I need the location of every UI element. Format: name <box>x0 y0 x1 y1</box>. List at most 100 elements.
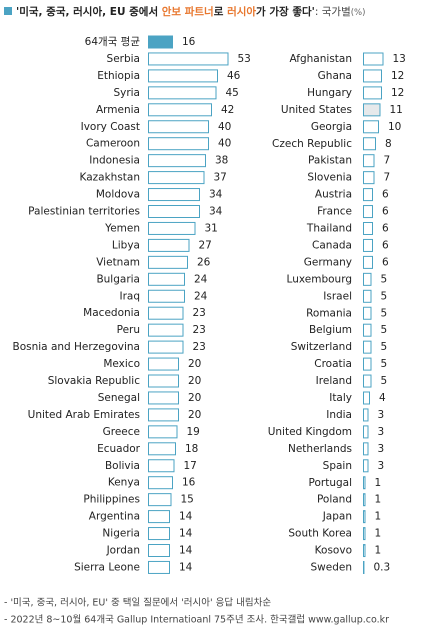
title-part: (%) <box>351 8 366 18</box>
bar <box>148 255 188 269</box>
bar <box>363 459 369 473</box>
value-label: 46 <box>227 70 241 82</box>
category-label: Czech Republic <box>272 138 352 150</box>
value-label: 5 <box>381 375 388 387</box>
bar <box>363 306 372 320</box>
category-label: Peru <box>117 324 140 336</box>
category-label: Nigeria <box>102 528 140 540</box>
category-label: Bulgaria <box>96 273 140 285</box>
category-label: Ivory Coast <box>81 121 140 133</box>
category-label: Germany <box>304 256 352 268</box>
category-label: Canada <box>312 239 352 251</box>
value-label: 42 <box>221 104 234 116</box>
bar <box>148 560 170 574</box>
value-label: 1 <box>375 528 382 540</box>
category-label: Thailand <box>306 223 352 235</box>
title-part: '미국, 중국, 러시아, EU 중에서 <box>16 5 162 18</box>
category-label: Libya <box>112 239 140 251</box>
value-label: 23 <box>193 307 206 319</box>
bar <box>363 222 373 235</box>
category-label: United Kingdom <box>268 426 352 438</box>
category-label: Bosnia and Herzegovina <box>13 341 141 353</box>
category-label: Palestinian territories <box>28 206 140 218</box>
value-label: 4 <box>379 392 386 404</box>
category-label: Philippines <box>83 494 140 506</box>
value-label: 40 <box>218 121 231 133</box>
category-label: Hungary <box>307 87 352 99</box>
category-label: Ghana <box>318 70 352 82</box>
value-label: 10 <box>388 121 401 133</box>
value-label: 3 <box>378 460 385 472</box>
category-label: United States <box>281 104 352 116</box>
value-label: 5 <box>381 307 388 319</box>
value-label: 26 <box>197 256 211 268</box>
value-label: 27 <box>199 239 212 251</box>
category-label: Ireland <box>316 375 352 387</box>
value-label: 20 <box>188 375 201 387</box>
bar <box>148 306 184 320</box>
bar <box>363 340 372 354</box>
bar <box>148 527 170 541</box>
category-label: Indonesia <box>89 155 140 167</box>
category-label: Spain <box>323 460 352 472</box>
category-label: Macedonia <box>83 307 140 319</box>
value-label: 20 <box>188 358 201 370</box>
category-label: France <box>317 206 352 218</box>
category-label: Serbia <box>107 53 140 65</box>
bar <box>363 137 376 151</box>
category-label: Netherlands <box>288 443 352 455</box>
value-label: 5 <box>381 358 388 370</box>
bar <box>363 103 381 117</box>
category-label: South Korea <box>288 528 352 540</box>
bar <box>148 35 173 49</box>
value-label: 14 <box>179 561 193 573</box>
value-label: 34 <box>209 189 223 201</box>
value-label: 13 <box>393 53 406 65</box>
bar <box>363 374 372 388</box>
bar <box>363 425 369 439</box>
bar <box>363 86 382 100</box>
bar <box>148 544 170 557</box>
title-part: : 국가별 <box>315 6 351 18</box>
bar <box>148 272 185 286</box>
bar <box>148 459 175 473</box>
category-label: Georgia <box>311 121 352 133</box>
category-label: Poland <box>317 494 352 506</box>
category-label: 64개국 평균 <box>85 36 141 48</box>
value-label: 14 <box>179 545 193 557</box>
bar <box>148 120 209 134</box>
category-label: Pakistan <box>308 155 352 167</box>
category-label: Cameroon <box>86 138 140 150</box>
category-label: Jordan <box>106 545 140 557</box>
value-label: 14 <box>179 528 193 540</box>
value-label: 6 <box>382 206 389 218</box>
category-label: Kenya <box>108 477 140 489</box>
bar <box>148 374 179 388</box>
bar <box>363 527 366 541</box>
category-label: Sierra Leone <box>74 561 140 573</box>
bar <box>148 103 212 117</box>
value-label: 17 <box>184 460 197 472</box>
value-label: 12 <box>391 70 404 82</box>
category-label: Kazakhstan <box>80 172 141 184</box>
value-label: 7 <box>384 155 391 167</box>
category-label: Afghanistan <box>289 53 352 65</box>
value-label: 1 <box>375 511 382 523</box>
value-label: 8 <box>385 138 392 150</box>
bar <box>363 544 366 558</box>
footnote: - 2022년 8~10월 64개국 Gallup Internatioanl … <box>4 614 389 626</box>
bar <box>148 340 184 354</box>
bar <box>148 86 217 100</box>
bar <box>148 171 205 185</box>
bar <box>363 357 372 371</box>
category-label: Moldova <box>96 189 140 201</box>
category-label: Sweden <box>311 562 353 574</box>
bar <box>363 171 375 185</box>
value-label: 5 <box>381 273 388 285</box>
title-part: 안보 파트너 <box>162 5 214 18</box>
bar <box>363 154 375 168</box>
category-label: Senegal <box>98 392 140 404</box>
category-label: Bolivia <box>105 460 140 472</box>
bar <box>363 323 372 337</box>
